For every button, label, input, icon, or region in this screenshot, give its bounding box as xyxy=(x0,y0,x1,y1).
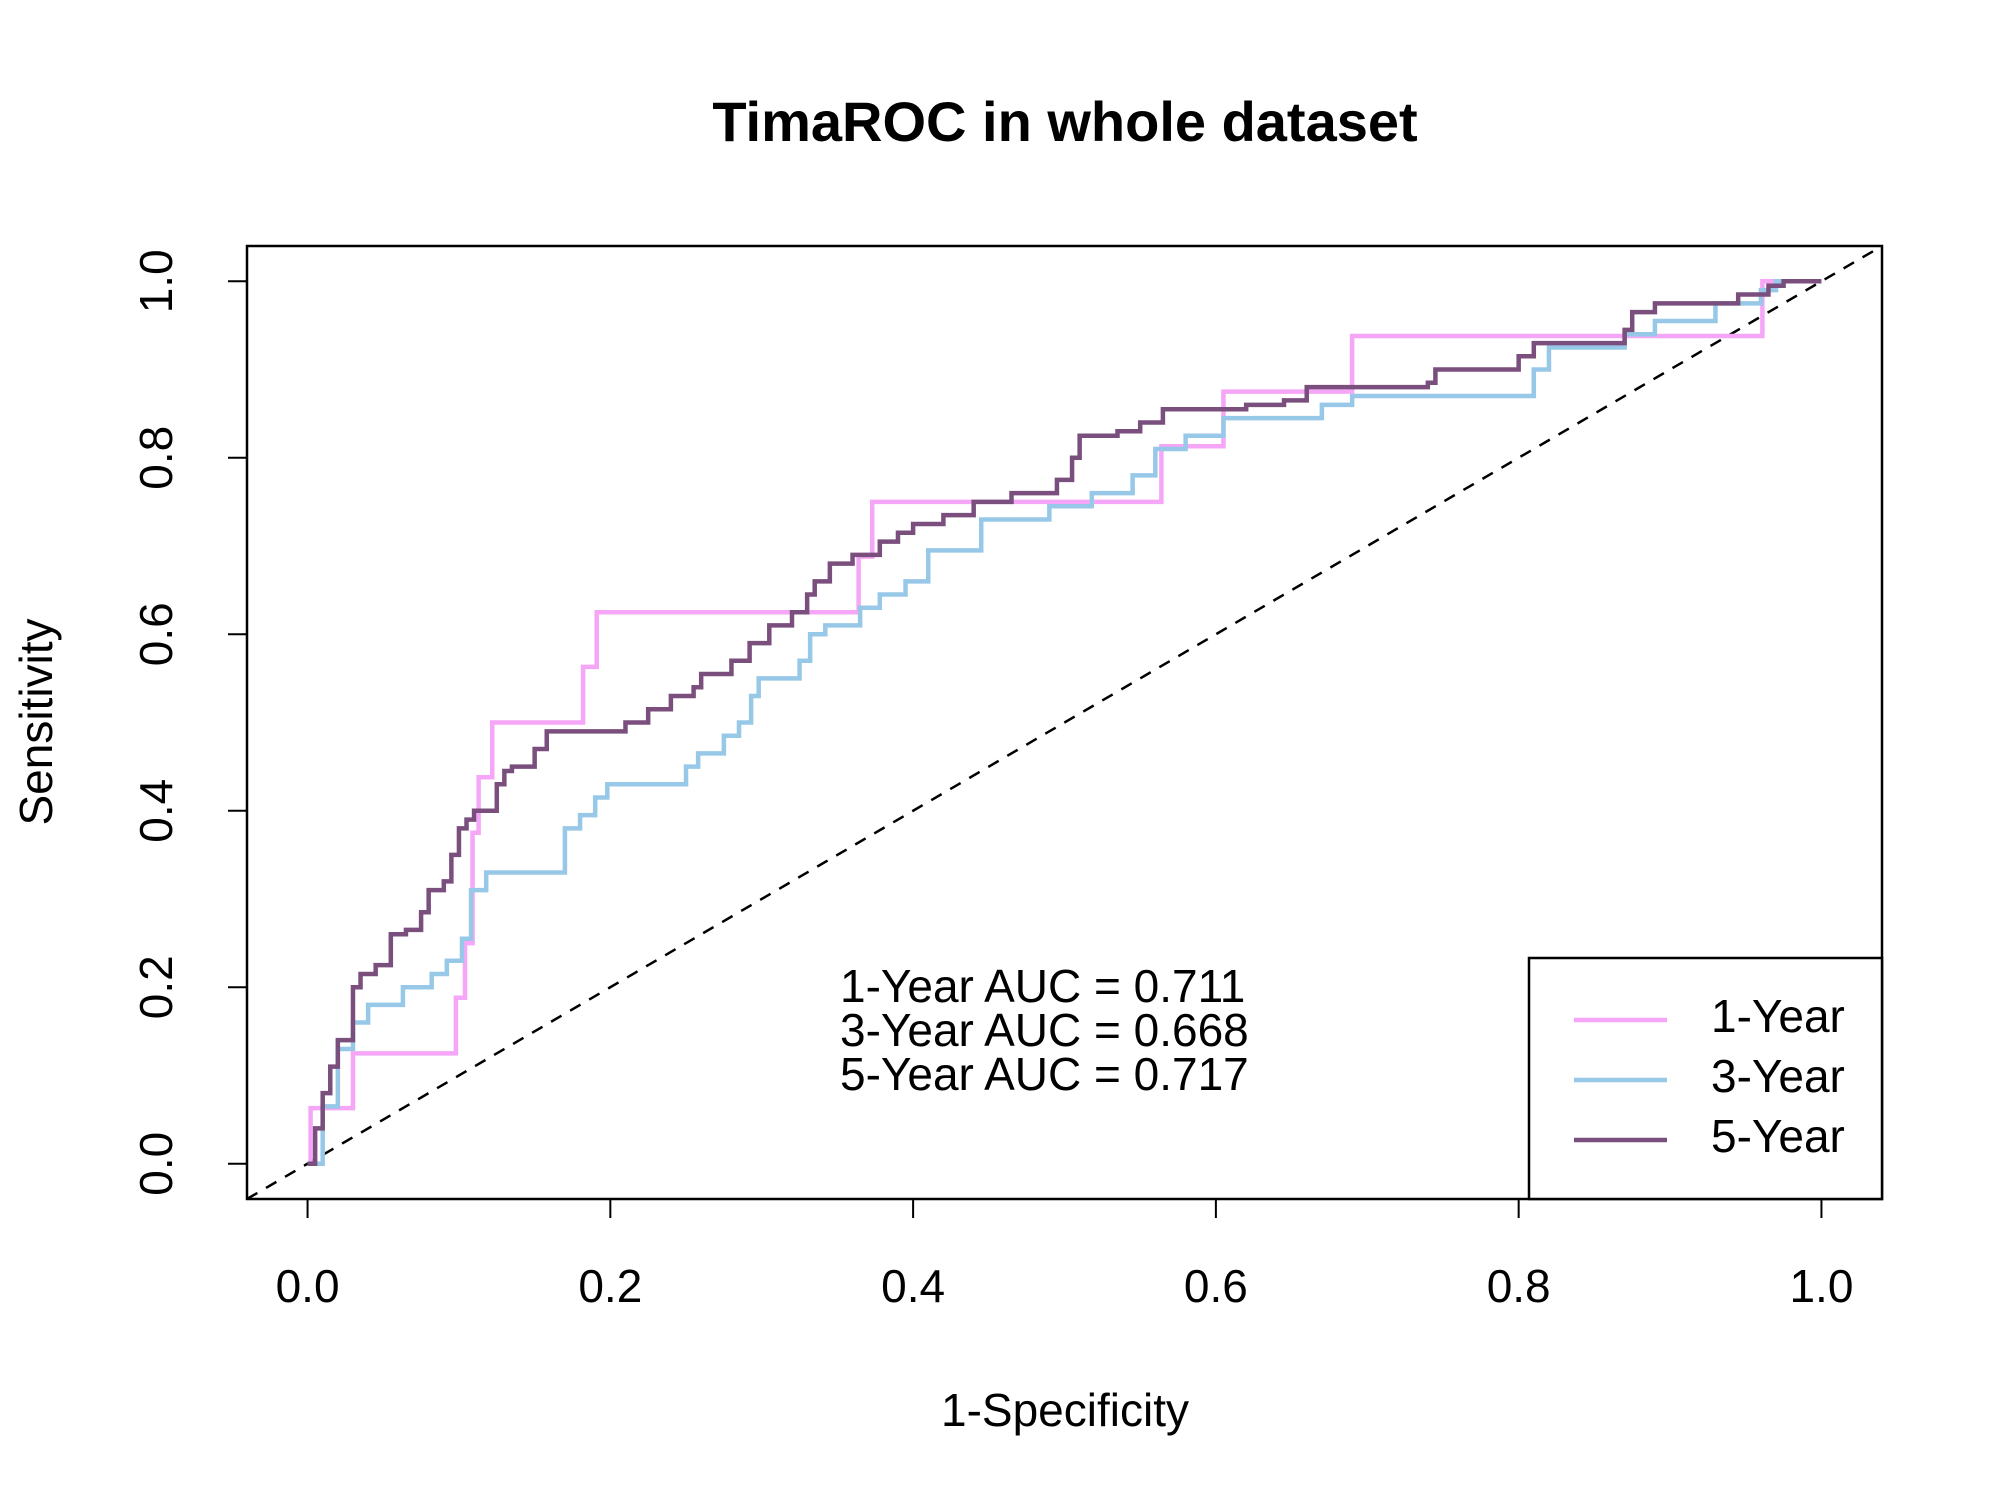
legend-label: 1-Year xyxy=(1711,990,1845,1042)
x-tick-label: 1.0 xyxy=(1789,1260,1853,1312)
x-axis-label: 1-Specificity xyxy=(941,1384,1189,1436)
plot-area xyxy=(247,246,1882,1199)
y-axis-label: Sensitivity xyxy=(10,618,62,825)
y-tick-label: 0.6 xyxy=(130,602,182,666)
reference-line xyxy=(247,246,1882,1199)
chart-title: TimaROC in whole dataset xyxy=(712,90,1417,153)
auc-annotation: 5-Year AUC = 0.717 xyxy=(840,1048,1249,1100)
x-tick-label: 0.8 xyxy=(1487,1260,1551,1312)
roc-line xyxy=(307,279,1822,1166)
x-tick-label: 0.6 xyxy=(1184,1260,1248,1312)
x-tick-label: 0.4 xyxy=(881,1260,945,1312)
y-tick-label: 0.2 xyxy=(130,955,182,1019)
x-tick-label: 0.0 xyxy=(276,1260,340,1312)
roc-line xyxy=(307,279,1822,1166)
legend-label: 5-Year xyxy=(1711,1110,1845,1162)
roc-line xyxy=(307,279,1822,1166)
x-tick-label: 0.2 xyxy=(578,1260,642,1312)
y-tick-label: 0.8 xyxy=(130,426,182,490)
y-tick-label: 0.4 xyxy=(130,779,182,843)
y-tick-label: 1.0 xyxy=(130,249,182,313)
auc-annotation: 3-Year AUC = 0.668 xyxy=(840,1004,1249,1056)
auc-annotation: 1-Year AUC = 0.711 xyxy=(840,960,1245,1012)
y-tick-label: 0.0 xyxy=(130,1132,182,1196)
legend-label: 3-Year xyxy=(1711,1050,1845,1102)
plot-frame xyxy=(245,244,1884,1201)
